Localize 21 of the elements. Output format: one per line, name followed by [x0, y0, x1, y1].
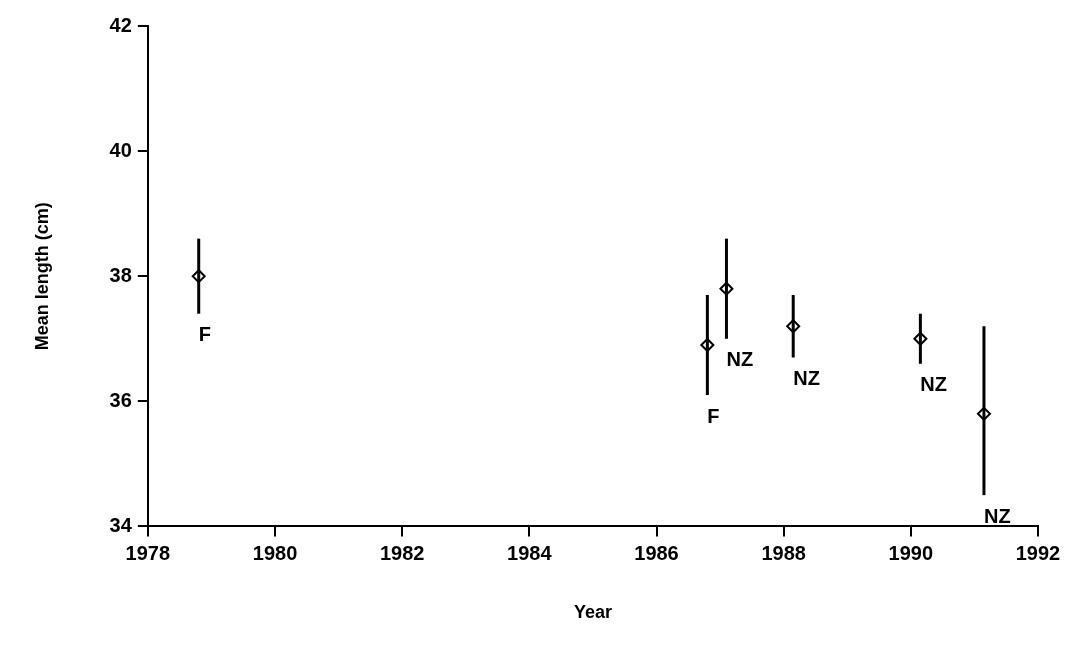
x-tick-label: 1992 — [1015, 541, 1061, 564]
annotation: NZ — [983, 504, 1011, 527]
x-tick-label: 1978 — [125, 541, 171, 564]
x-tick-label: 1980 — [252, 541, 298, 564]
y-tick-label: 42 — [109, 13, 132, 36]
y-axis-title: Mean length (cm) — [31, 202, 52, 351]
annotation: F — [198, 323, 211, 346]
y-tick-label: 38 — [109, 263, 132, 286]
x-axis-title: Year — [573, 602, 612, 623]
x-tick-label: 1990 — [888, 541, 934, 564]
y-tick-label: 36 — [109, 388, 132, 411]
annotation: F — [707, 404, 720, 427]
x-tick-label: 1984 — [507, 541, 553, 564]
annotation: NZ — [793, 367, 820, 390]
x-tick-label: 1988 — [761, 541, 806, 564]
annotation: NZ — [726, 348, 754, 371]
x-tick-label: 1986 — [634, 541, 679, 564]
annotation: NZ — [920, 373, 948, 396]
y-tick-label: 34 — [109, 513, 133, 536]
x-tick-label: 1982 — [379, 541, 425, 564]
y-tick-label: 40 — [109, 138, 132, 161]
